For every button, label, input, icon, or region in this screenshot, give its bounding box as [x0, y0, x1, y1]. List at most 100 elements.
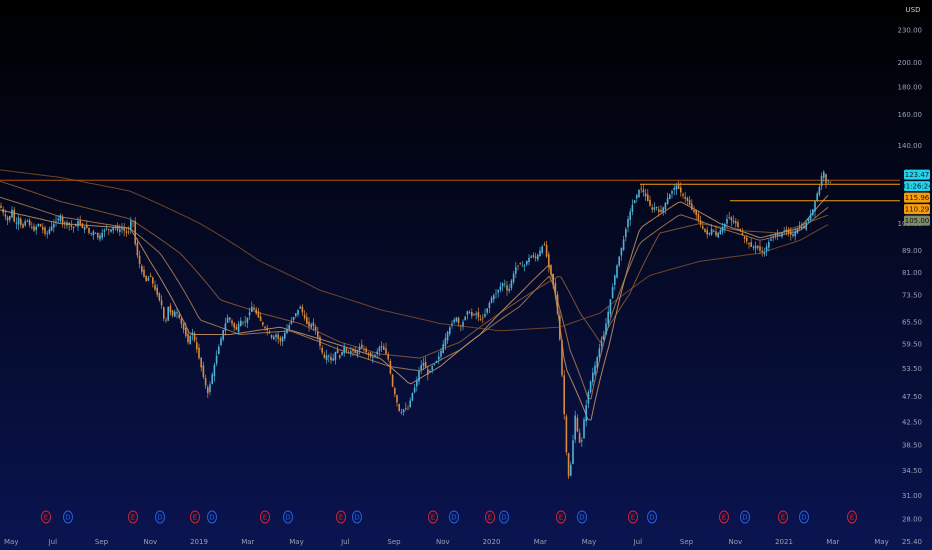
- earnings-marker-0[interactable]: E: [41, 510, 51, 524]
- earnings-marker-8[interactable]: E: [336, 510, 346, 524]
- y-tick-label: 81.00: [902, 269, 922, 277]
- dividend-marker-11[interactable]: D: [449, 510, 459, 524]
- earnings-marker-12[interactable]: E: [485, 510, 495, 524]
- candle-300: [660, 205, 662, 213]
- earnings-marker-20[interactable]: E: [778, 510, 788, 524]
- candle-139: [306, 312, 308, 325]
- candle-151: [332, 353, 334, 362]
- candle-1: [2, 206, 4, 216]
- candle-282: [620, 247, 623, 261]
- dividend-marker-1[interactable]: D: [63, 510, 73, 524]
- time-axis[interactable]: May Jul Sep Nov 2019 Mar May Jul Sep Nov 2020 Mar Ma…: [4, 538, 889, 546]
- candle-64: [141, 264, 143, 275]
- price-badge-label: 105.00: [905, 217, 930, 225]
- candle-202: [444, 333, 447, 351]
- dividend-marker-3[interactable]: D: [155, 510, 165, 524]
- candle-364: [801, 222, 803, 231]
- candle-250: [550, 264, 552, 279]
- candle-38: [83, 226, 86, 234]
- dividend-marker-7[interactable]: D: [283, 510, 293, 524]
- candle-193: [424, 356, 427, 368]
- x-tick-label: May: [874, 538, 888, 546]
- dividend-marker-17[interactable]: D: [647, 510, 657, 524]
- candle-118: [259, 312, 262, 322]
- candle-105: [231, 319, 233, 327]
- candle-55: [121, 223, 123, 234]
- candle-114: [251, 301, 253, 313]
- candle-138: [303, 310, 306, 321]
- candle-180: [396, 394, 398, 407]
- candle-354: [779, 231, 781, 237]
- dividend-marker-13[interactable]: D: [499, 510, 509, 524]
- candle-41: [90, 232, 92, 237]
- candle-279: [614, 274, 616, 291]
- dividend-marker-5[interactable]: D: [207, 510, 217, 524]
- earnings-marker-10[interactable]: E: [428, 510, 438, 524]
- earnings-marker-14[interactable]: E: [556, 510, 566, 524]
- dividend-marker-21[interactable]: D: [799, 510, 809, 524]
- candle-95: [209, 381, 211, 396]
- x-tick-label: Mar: [241, 538, 254, 546]
- dividend-marker-9[interactable]: D: [352, 510, 362, 524]
- candle-74: [163, 306, 165, 322]
- candle-257: [565, 414, 568, 456]
- candle-128: [281, 335, 284, 347]
- candle-243: [534, 252, 537, 262]
- candle-34: [75, 223, 77, 227]
- candle-212: [466, 310, 469, 320]
- candle-240: [528, 254, 530, 266]
- candle-3: [6, 215, 9, 226]
- event-marker-label: E: [850, 514, 854, 522]
- earnings-marker-18[interactable]: E: [719, 510, 729, 524]
- candle-126: [277, 331, 279, 344]
- candle-4: [9, 215, 11, 223]
- candle-11: [24, 218, 26, 227]
- candle-278: [611, 283, 614, 299]
- earnings-marker-22[interactable]: E: [847, 510, 857, 524]
- candle-244: [537, 253, 539, 262]
- candle-195: [429, 369, 431, 373]
- price-badge-5: 105.00: [904, 215, 930, 226]
- candle-86: [189, 334, 191, 345]
- dividend-marker-19[interactable]: D: [740, 510, 750, 524]
- candle-113: [248, 307, 251, 320]
- candle-272: [598, 343, 601, 361]
- candle-21: [46, 230, 48, 239]
- candle-83: [182, 322, 185, 334]
- candle-185: [407, 405, 409, 410]
- candle-164: [361, 339, 363, 350]
- earnings-marker-16[interactable]: E: [628, 510, 638, 524]
- candle-23: [50, 222, 53, 232]
- candle-219: [482, 313, 484, 324]
- candle-98: [215, 350, 218, 367]
- candle-340: [748, 242, 750, 249]
- candle-80: [176, 308, 178, 319]
- earnings-marker-6[interactable]: E: [260, 510, 270, 524]
- candle-312: [686, 196, 689, 206]
- candle-46: [101, 228, 103, 241]
- candle-153: [336, 346, 339, 354]
- candle-287: [631, 199, 634, 216]
- candle-90: [198, 343, 200, 360]
- candle-270: [594, 361, 596, 377]
- candle-255: [561, 339, 563, 378]
- candle-192: [422, 357, 425, 370]
- candle-233: [512, 270, 515, 285]
- candle-85: [187, 329, 189, 345]
- candle-132: [290, 317, 293, 325]
- candle-27: [59, 213, 62, 223]
- dividend-marker-15[interactable]: D: [577, 510, 587, 524]
- earnings-marker-4[interactable]: E: [190, 510, 200, 524]
- candle-336: [739, 228, 741, 232]
- candle-168: [369, 352, 372, 359]
- candle-368: [809, 209, 812, 223]
- candle-348: [765, 243, 768, 256]
- candle-110: [242, 320, 244, 326]
- candle-159: [350, 347, 352, 358]
- earnings-marker-2[interactable]: E: [128, 510, 138, 524]
- candle-345: [759, 240, 761, 255]
- candle-67: [147, 275, 150, 281]
- candle-326: [717, 231, 719, 238]
- candle-94: [207, 384, 209, 398]
